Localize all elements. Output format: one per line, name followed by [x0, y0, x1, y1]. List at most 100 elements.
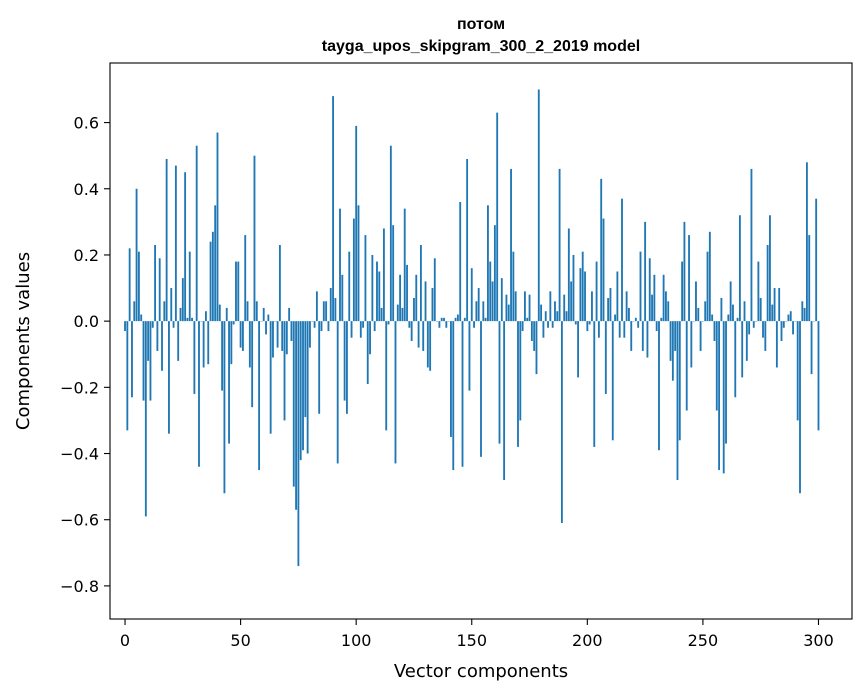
bar: [514, 291, 517, 322]
bar: [505, 294, 508, 322]
bar: [133, 301, 136, 322]
bar: [519, 321, 522, 421]
bar: [290, 321, 293, 341]
bar: [408, 321, 411, 328]
bar: [332, 96, 334, 322]
bar: [766, 245, 769, 322]
bar: [662, 274, 665, 322]
bar: [560, 321, 563, 524]
bar: [500, 278, 503, 322]
bar: [745, 321, 748, 361]
bar: [466, 158, 469, 322]
bar: [445, 321, 448, 328]
x-tick-label: 0: [120, 631, 130, 650]
bar: [523, 291, 526, 322]
bar: [584, 271, 586, 322]
bar: [602, 218, 605, 322]
bar: [325, 301, 328, 322]
bar: [658, 321, 660, 451]
bar: [232, 321, 235, 325]
bar: [269, 321, 272, 434]
bar: [241, 321, 244, 351]
bar: [144, 321, 147, 517]
bar: [191, 317, 193, 322]
bar: [373, 321, 376, 332]
bar: [757, 261, 760, 322]
bar: [392, 225, 395, 322]
bar: [346, 321, 348, 414]
bar: [255, 301, 258, 322]
bar: [417, 321, 420, 348]
bar: [172, 321, 175, 328]
x-tick-label: 100: [341, 631, 372, 650]
bar: [699, 321, 702, 351]
bar: [429, 321, 432, 371]
bar: [438, 321, 441, 328]
bar: [491, 281, 494, 322]
x-tick-label: 250: [688, 631, 719, 650]
bar: [468, 321, 471, 391]
x-tick-label: 150: [456, 631, 487, 650]
bar: [563, 294, 566, 322]
bar: [352, 218, 355, 322]
bar: [736, 317, 739, 322]
bar: [193, 321, 196, 394]
x-tick-label: 50: [230, 631, 250, 650]
bar: [558, 168, 561, 322]
bar: [512, 251, 515, 322]
bar: [168, 321, 170, 434]
bar: [611, 321, 614, 441]
bar: [803, 307, 806, 322]
bar: [565, 311, 568, 322]
bar: [357, 205, 360, 322]
bar: [540, 304, 543, 322]
bar: [484, 317, 487, 322]
bar: [454, 317, 457, 322]
bar: [378, 271, 381, 322]
bar: [570, 281, 573, 322]
bar: [350, 321, 353, 338]
bar: [535, 321, 538, 375]
bar: [493, 225, 496, 322]
bar: [690, 321, 693, 368]
bar: [142, 321, 145, 401]
bar: [382, 228, 385, 322]
bar: [695, 281, 697, 322]
bar: [551, 321, 554, 328]
bar: [461, 321, 464, 467]
bar: [225, 307, 228, 322]
bar: [450, 321, 452, 437]
bar: [334, 297, 337, 322]
bar: [149, 321, 152, 401]
bar: [782, 321, 785, 328]
bar: [711, 314, 714, 322]
bar: [727, 314, 730, 322]
bar: [170, 288, 173, 322]
bar: [207, 321, 210, 365]
bar: [787, 314, 790, 322]
bar: [313, 321, 316, 328]
bar: [355, 125, 358, 322]
bar: [625, 291, 628, 322]
bar: [572, 254, 575, 322]
bar: [202, 321, 205, 368]
bar: [380, 307, 383, 322]
bar: [704, 301, 707, 322]
bar: [616, 271, 619, 322]
bar: [648, 258, 651, 322]
bar: [343, 321, 346, 401]
bar: [806, 162, 808, 322]
bar: [549, 291, 552, 322]
bar: [507, 304, 510, 322]
bar: [671, 321, 674, 381]
bar: [530, 321, 533, 341]
bar: [669, 321, 672, 361]
bar: [775, 321, 778, 368]
bar: [306, 321, 309, 454]
bar: [228, 321, 230, 444]
bar: [676, 321, 679, 480]
bar: [276, 321, 279, 348]
bar: [621, 198, 623, 322]
bar: [517, 321, 519, 447]
